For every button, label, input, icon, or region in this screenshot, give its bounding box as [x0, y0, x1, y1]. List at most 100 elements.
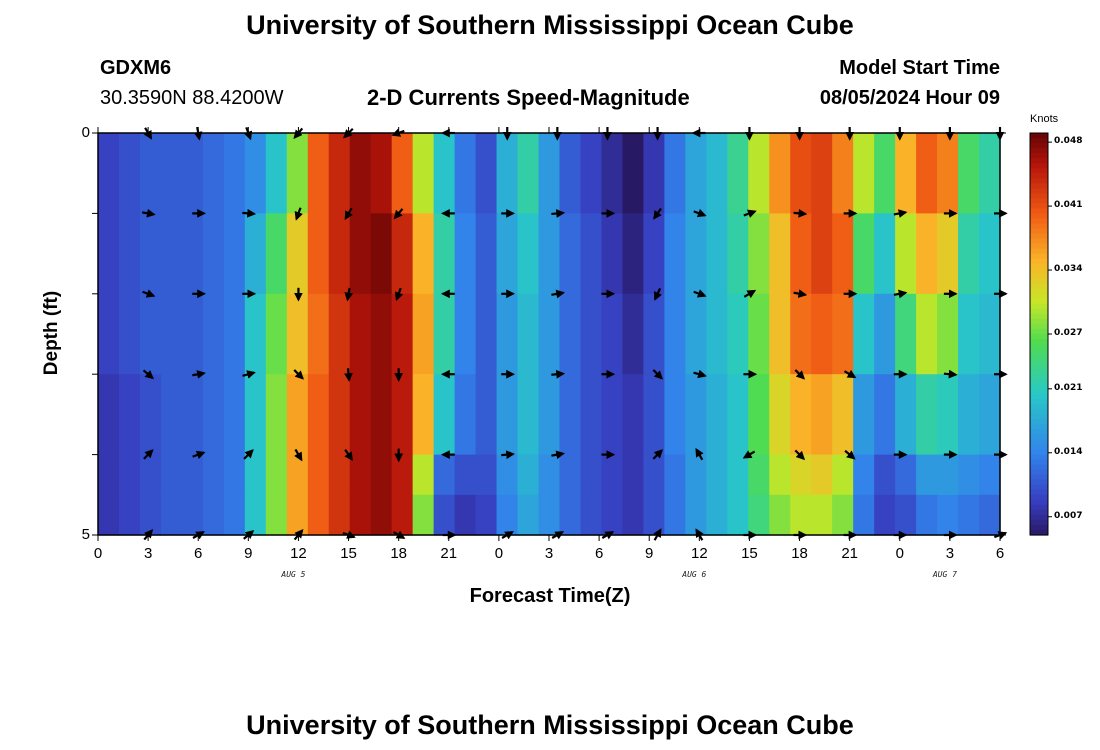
colorbar-tick-label: 0.014: [1054, 446, 1083, 457]
heatmap-cell: [853, 494, 875, 536]
current-vector-arrow: [652, 369, 664, 380]
colorbar-swatch: [1030, 278, 1048, 285]
heatmap-cell: [580, 454, 603, 496]
heatmap-cell: [412, 454, 435, 496]
heatmap-cell: [769, 494, 791, 536]
heatmap-cell: [916, 454, 938, 496]
colorbar-swatch: [1030, 143, 1048, 149]
heatmap-cell: [454, 494, 477, 536]
colorbar-swatch: [1030, 389, 1048, 395]
heatmap-cell: [202, 494, 225, 536]
x-axis: [97, 127, 1001, 541]
heatmap-cell: [475, 494, 498, 536]
heatmap-cell: [832, 454, 854, 496]
heatmap-cell: [433, 293, 456, 375]
colorbar-swatch: [1030, 429, 1048, 436]
heatmap-cell: [538, 133, 561, 214]
heatmap-cell: [538, 454, 561, 496]
heatmap-cell: [496, 213, 519, 295]
heatmap-cell: [580, 213, 603, 295]
heatmap-cell: [874, 293, 896, 375]
colorbar-swatch: [1030, 349, 1048, 355]
heatmap-cell: [98, 454, 120, 496]
heatmap-cell: [790, 213, 812, 295]
colorbar-swatch: [1030, 173, 1048, 179]
colorbar-swatch: [1030, 484, 1048, 491]
heatmap-cell: [433, 133, 456, 214]
colorbar-swatch: [1030, 168, 1048, 174]
heatmap-cell: [979, 374, 1001, 456]
heatmap-cell: [98, 374, 120, 456]
heatmap-cell: [811, 374, 833, 456]
heatmap-cell: [937, 454, 959, 496]
colorbar-swatch: [1030, 213, 1048, 220]
heatmap-cell: [664, 374, 686, 456]
heatmap-cell: [958, 374, 980, 456]
heatmap-cell: [769, 133, 791, 214]
heatmap-cell: [874, 213, 896, 295]
colorbar-tick-label: 0.007: [1054, 510, 1083, 521]
heatmap-cell: [370, 213, 393, 295]
heatmap-cell: [643, 133, 665, 214]
heatmap-cell: [160, 133, 183, 214]
heatmap-cell: [517, 454, 540, 496]
colorbar-swatch: [1030, 158, 1048, 164]
heatmap-cell: [706, 374, 728, 456]
current-vector-arrow: [551, 289, 565, 299]
heatmap-cell: [391, 494, 414, 536]
heatmap-cell: [412, 494, 435, 536]
heatmap-cell: [811, 494, 833, 536]
heatmap-cell: [328, 293, 351, 375]
heatmap-cell: [580, 133, 603, 214]
heatmap-cell: [265, 494, 288, 536]
colorbar-tick-label: 0.034: [1054, 264, 1083, 275]
heatmap-cell: [874, 454, 896, 496]
colorbar-swatch: [1030, 263, 1048, 270]
heatmap-cell: [538, 293, 561, 375]
heatmap-cell: [601, 133, 624, 214]
heatmap-cell: [622, 293, 644, 375]
x-tick-label: 12: [290, 545, 307, 562]
heatmap-cell: [685, 494, 707, 536]
heatmap-cell: [958, 133, 980, 214]
heatmap-cell: [979, 494, 1001, 536]
heatmap-cell: [286, 293, 309, 375]
current-vector-arrow: [551, 209, 566, 218]
heatmap-cell: [895, 293, 917, 375]
colorbar-swatch: [1030, 148, 1048, 154]
heatmap-cell: [685, 133, 707, 214]
colorbar-swatch: [1030, 283, 1048, 290]
heatmap-cell: [370, 454, 393, 496]
heatmap-cell: [181, 213, 204, 295]
heatmap-cell: [622, 133, 644, 214]
current-vector-arrow: [501, 450, 515, 460]
heatmap-cell: [811, 454, 833, 496]
x-tick-label: 9: [244, 545, 253, 562]
heatmap-cell: [454, 454, 477, 496]
colorbar-swatch: [1030, 228, 1048, 235]
x-axis-label: Forecast Time(Z): [469, 585, 631, 607]
heatmap-cell: [979, 454, 1001, 496]
footer-title: University of Southern Mississippi Ocean…: [246, 710, 854, 740]
current-vector-arrow: [653, 528, 662, 541]
colorbar-swatch: [1030, 379, 1048, 385]
heatmap-cell: [748, 133, 770, 214]
heatmap-cell: [433, 213, 456, 295]
heatmap-cell: [244, 494, 267, 536]
heatmap-cell: [727, 293, 749, 375]
current-vector-arrow: [142, 208, 156, 218]
current-vector-arrow: [652, 449, 664, 460]
current-vector-arrow: [344, 449, 354, 461]
heatmap-cell: [265, 133, 288, 214]
heatmap-cell: [874, 133, 896, 214]
heatmap-cell: [538, 374, 561, 456]
heatmap-cell: [139, 494, 162, 536]
heatmap-cell: [727, 454, 749, 496]
heatmap-cell: [874, 374, 896, 456]
heatmap-cell: [98, 213, 120, 295]
heatmap-cell: [139, 454, 162, 496]
heatmap-cell: [454, 293, 477, 375]
colorbar-swatch: [1030, 233, 1048, 240]
heatmap-cell: [958, 454, 980, 496]
colorbar-swatch: [1030, 459, 1048, 466]
